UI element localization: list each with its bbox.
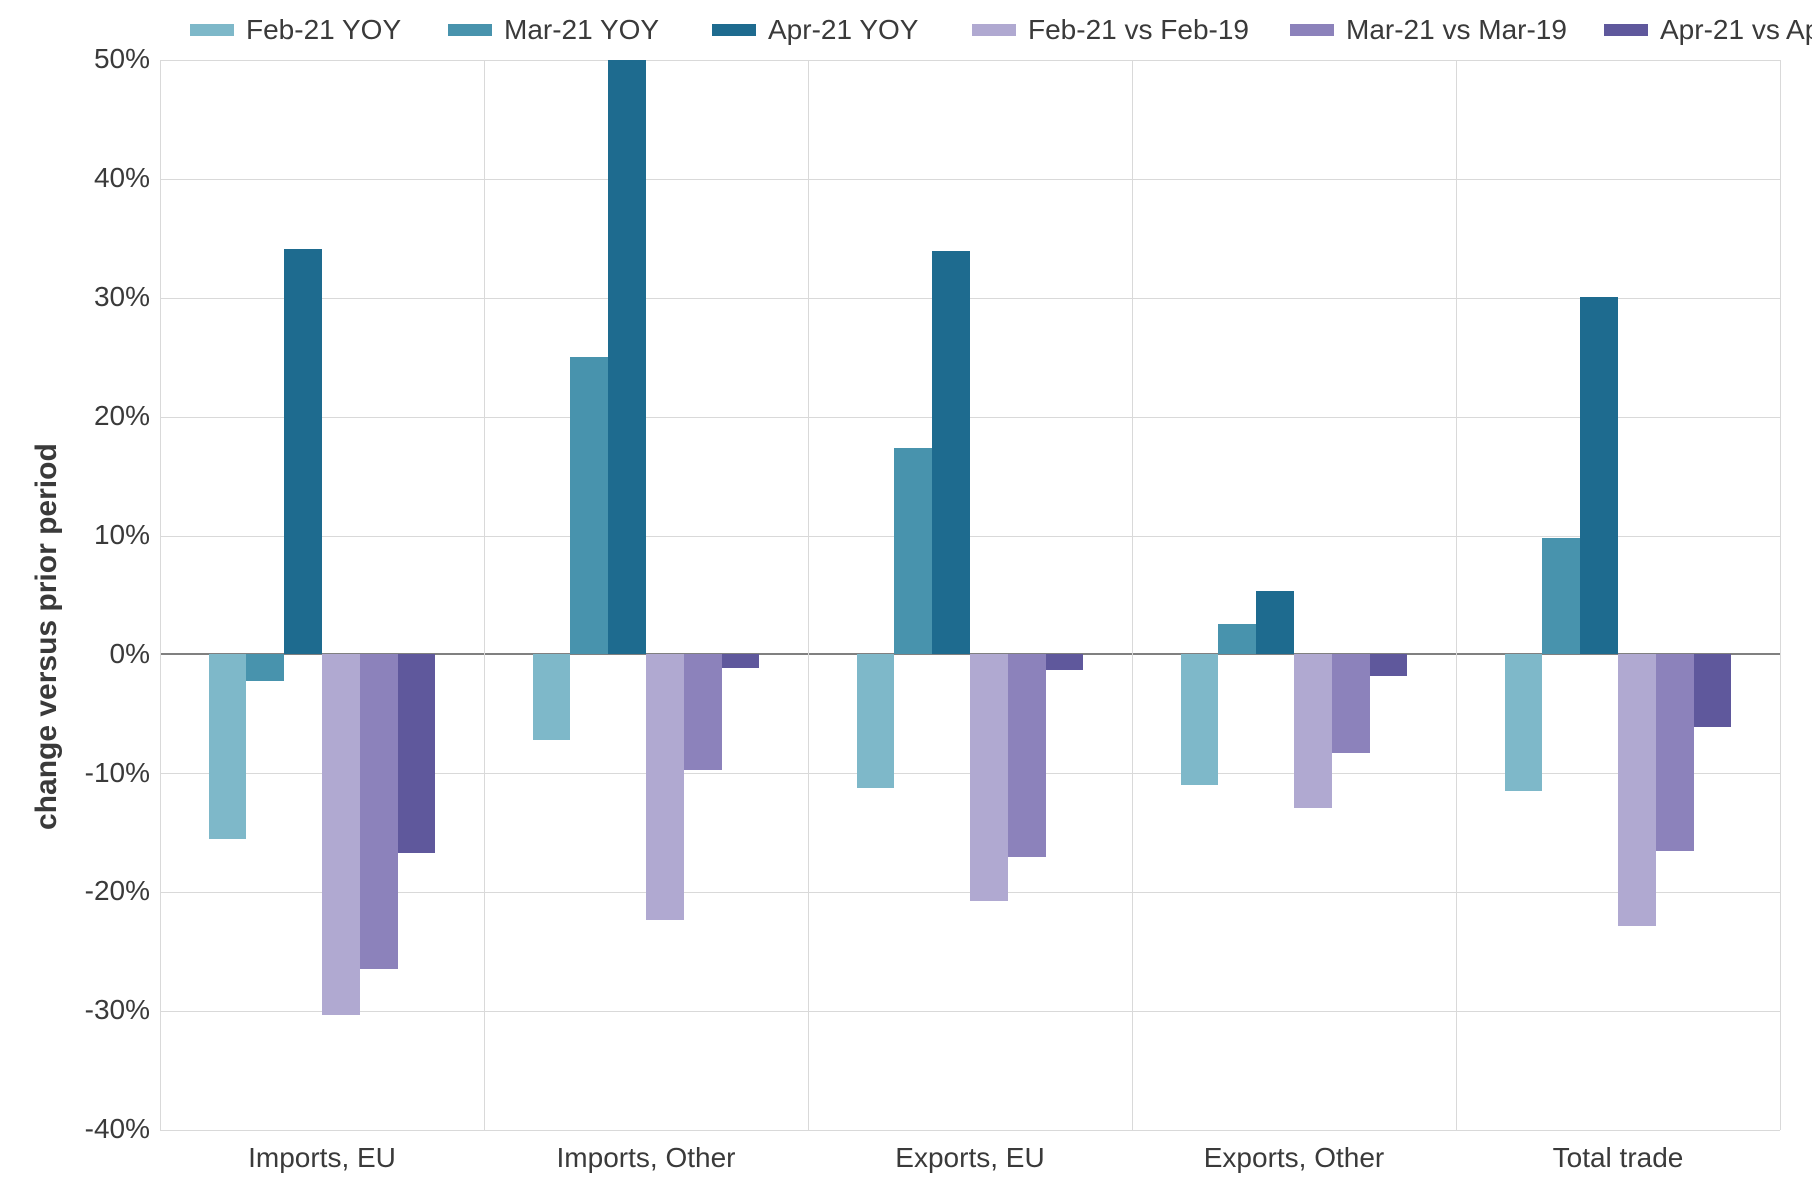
bar [284, 249, 322, 654]
gridline-vertical [1456, 60, 1457, 1130]
y-tick-label: 30% [60, 281, 150, 313]
gridline-horizontal [160, 1011, 1780, 1012]
legend-item: Apr-21 vs Apr-19 [1604, 14, 1812, 46]
bar [1256, 591, 1294, 654]
legend-item: Mar-21 YOY [448, 14, 659, 46]
legend-item: Mar-21 vs Mar-19 [1290, 14, 1567, 46]
y-tick-label: 0% [60, 638, 150, 670]
bar [1542, 538, 1580, 655]
x-category-label: Exports, EU [895, 1142, 1044, 1174]
x-category-label: Total trade [1553, 1142, 1684, 1174]
bar [1505, 654, 1543, 791]
legend-swatch [712, 24, 756, 36]
y-tick-label: -10% [60, 757, 150, 789]
y-tick-label: 20% [60, 400, 150, 432]
bar [209, 654, 247, 838]
legend-label: Feb-21 vs Feb-19 [1028, 14, 1249, 46]
gridline-vertical [1780, 60, 1781, 1130]
y-tick-label: 10% [60, 519, 150, 551]
bar [894, 448, 932, 655]
y-tick-label: 40% [60, 162, 150, 194]
bar [1218, 624, 1256, 655]
gridline-horizontal [160, 536, 1780, 537]
gridline-vertical [160, 60, 161, 1130]
bar [932, 251, 970, 654]
bar [1618, 654, 1656, 925]
legend-swatch [972, 24, 1016, 36]
bar [533, 654, 571, 740]
bar [857, 654, 895, 787]
y-tick-label: -40% [60, 1113, 150, 1145]
bar [970, 654, 1008, 900]
gridline-horizontal [160, 1130, 1780, 1131]
x-category-label: Exports, Other [1204, 1142, 1385, 1174]
trade-change-chart: Feb-21 YOY Mar-21 YOY Apr-21 YOY Feb-21 vs … [0, 0, 1812, 1196]
bar [722, 654, 760, 667]
bar [570, 357, 608, 654]
y-axis-label: change versus prior period [30, 444, 64, 831]
y-tick-label: 50% [60, 43, 150, 75]
bar [1294, 654, 1332, 807]
x-category-label: Imports, Other [557, 1142, 736, 1174]
legend-label: Apr-21 YOY [768, 14, 918, 46]
bar [1046, 654, 1084, 669]
bar [1370, 654, 1408, 675]
legend-swatch [1604, 24, 1648, 36]
plot-area [160, 60, 1780, 1130]
legend-label: Mar-21 YOY [504, 14, 659, 46]
y-tick-label: -20% [60, 875, 150, 907]
legend-swatch [190, 24, 234, 36]
bar [322, 654, 360, 1014]
legend-item: Apr-21 YOY [712, 14, 918, 46]
legend-label: Feb-21 YOY [246, 14, 401, 46]
bar [646, 654, 684, 919]
gridline-horizontal [160, 298, 1780, 299]
gridline-horizontal [160, 179, 1780, 180]
legend-label: Apr-21 vs Apr-19 [1660, 14, 1812, 46]
bar [684, 654, 722, 769]
bar [1694, 654, 1732, 727]
bar [246, 654, 284, 680]
gridline-vertical [808, 60, 809, 1130]
bar [1332, 654, 1370, 753]
x-category-label: Imports, EU [248, 1142, 396, 1174]
bar [1008, 654, 1046, 856]
y-tick-label: -30% [60, 994, 150, 1026]
bar [398, 654, 436, 853]
bar [1181, 654, 1219, 785]
legend-item: Feb-21 vs Feb-19 [972, 14, 1249, 46]
gridline-horizontal [160, 417, 1780, 418]
gridline-horizontal [160, 60, 1780, 61]
bar [360, 654, 398, 969]
bar [608, 60, 646, 654]
legend-swatch [448, 24, 492, 36]
bar [1656, 654, 1694, 850]
legend-item: Feb-21 YOY [190, 14, 401, 46]
bar [1580, 297, 1618, 655]
legend-swatch [1290, 24, 1334, 36]
gridline-vertical [1132, 60, 1133, 1130]
gridline-vertical [484, 60, 485, 1130]
legend-label: Mar-21 vs Mar-19 [1346, 14, 1567, 46]
